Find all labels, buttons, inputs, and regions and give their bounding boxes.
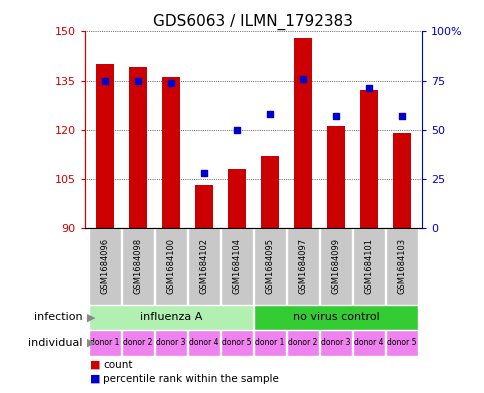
- Text: GSM1684095: GSM1684095: [265, 238, 274, 294]
- Bar: [188, 228, 219, 305]
- Bar: [254, 228, 285, 305]
- Bar: [89, 330, 121, 356]
- Point: [199, 170, 207, 176]
- Bar: [154, 330, 186, 356]
- Text: donor 2: donor 2: [287, 338, 317, 347]
- Text: ▶: ▶: [87, 312, 96, 322]
- Title: GDS6063 / ILMN_1792383: GDS6063 / ILMN_1792383: [153, 14, 353, 30]
- Text: donor 4: donor 4: [354, 338, 383, 347]
- Point: [299, 75, 306, 82]
- Bar: [227, 169, 245, 228]
- Bar: [326, 127, 345, 228]
- Bar: [121, 228, 153, 305]
- Point: [332, 113, 339, 119]
- Text: donor 1: donor 1: [90, 338, 119, 347]
- Text: influenza A: influenza A: [139, 312, 201, 322]
- Text: GSM1684101: GSM1684101: [364, 238, 373, 294]
- Text: donor 1: donor 1: [255, 338, 284, 347]
- Text: ■: ■: [90, 360, 100, 370]
- Text: no virus control: no virus control: [292, 312, 378, 322]
- Text: donor 3: donor 3: [156, 338, 185, 347]
- Bar: [121, 330, 153, 356]
- Bar: [89, 305, 252, 330]
- Bar: [359, 90, 378, 228]
- Bar: [221, 330, 252, 356]
- Bar: [319, 330, 351, 356]
- Bar: [260, 156, 278, 228]
- Bar: [188, 330, 219, 356]
- Point: [397, 113, 405, 119]
- Bar: [254, 330, 285, 356]
- Text: count: count: [103, 360, 133, 370]
- Point: [232, 127, 240, 133]
- Bar: [392, 133, 410, 228]
- Text: donor 5: donor 5: [222, 338, 251, 347]
- Text: individual: individual: [28, 338, 82, 348]
- Text: donor 3: donor 3: [320, 338, 350, 347]
- Bar: [195, 185, 212, 228]
- Bar: [319, 228, 351, 305]
- Bar: [128, 68, 147, 228]
- Text: GSM1684104: GSM1684104: [232, 238, 241, 294]
- Text: GSM1684100: GSM1684100: [166, 238, 175, 294]
- Bar: [287, 330, 318, 356]
- Point: [134, 77, 141, 84]
- Bar: [154, 228, 186, 305]
- Text: percentile rank within the sample: percentile rank within the sample: [103, 374, 279, 384]
- Text: donor 5: donor 5: [387, 338, 416, 347]
- Text: donor 4: donor 4: [189, 338, 218, 347]
- Bar: [293, 38, 311, 228]
- Bar: [95, 64, 114, 228]
- Text: GSM1684098: GSM1684098: [133, 238, 142, 294]
- Bar: [221, 228, 252, 305]
- Bar: [385, 228, 417, 305]
- Point: [101, 77, 108, 84]
- Bar: [352, 330, 384, 356]
- Text: infection: infection: [34, 312, 82, 322]
- Bar: [287, 228, 318, 305]
- Text: GSM1684096: GSM1684096: [100, 238, 109, 294]
- Bar: [89, 228, 121, 305]
- Text: donor 2: donor 2: [123, 338, 152, 347]
- Text: ■: ■: [90, 374, 100, 384]
- Text: GSM1684102: GSM1684102: [199, 238, 208, 294]
- Text: ▶: ▶: [87, 338, 96, 348]
- Bar: [352, 228, 384, 305]
- Text: GSM1684099: GSM1684099: [331, 238, 340, 294]
- Bar: [385, 330, 417, 356]
- Text: GSM1684097: GSM1684097: [298, 238, 307, 294]
- Point: [166, 79, 174, 86]
- Bar: [254, 305, 417, 330]
- Point: [364, 85, 372, 92]
- Bar: [161, 77, 180, 228]
- Point: [266, 111, 273, 117]
- Text: GSM1684103: GSM1684103: [397, 238, 406, 294]
